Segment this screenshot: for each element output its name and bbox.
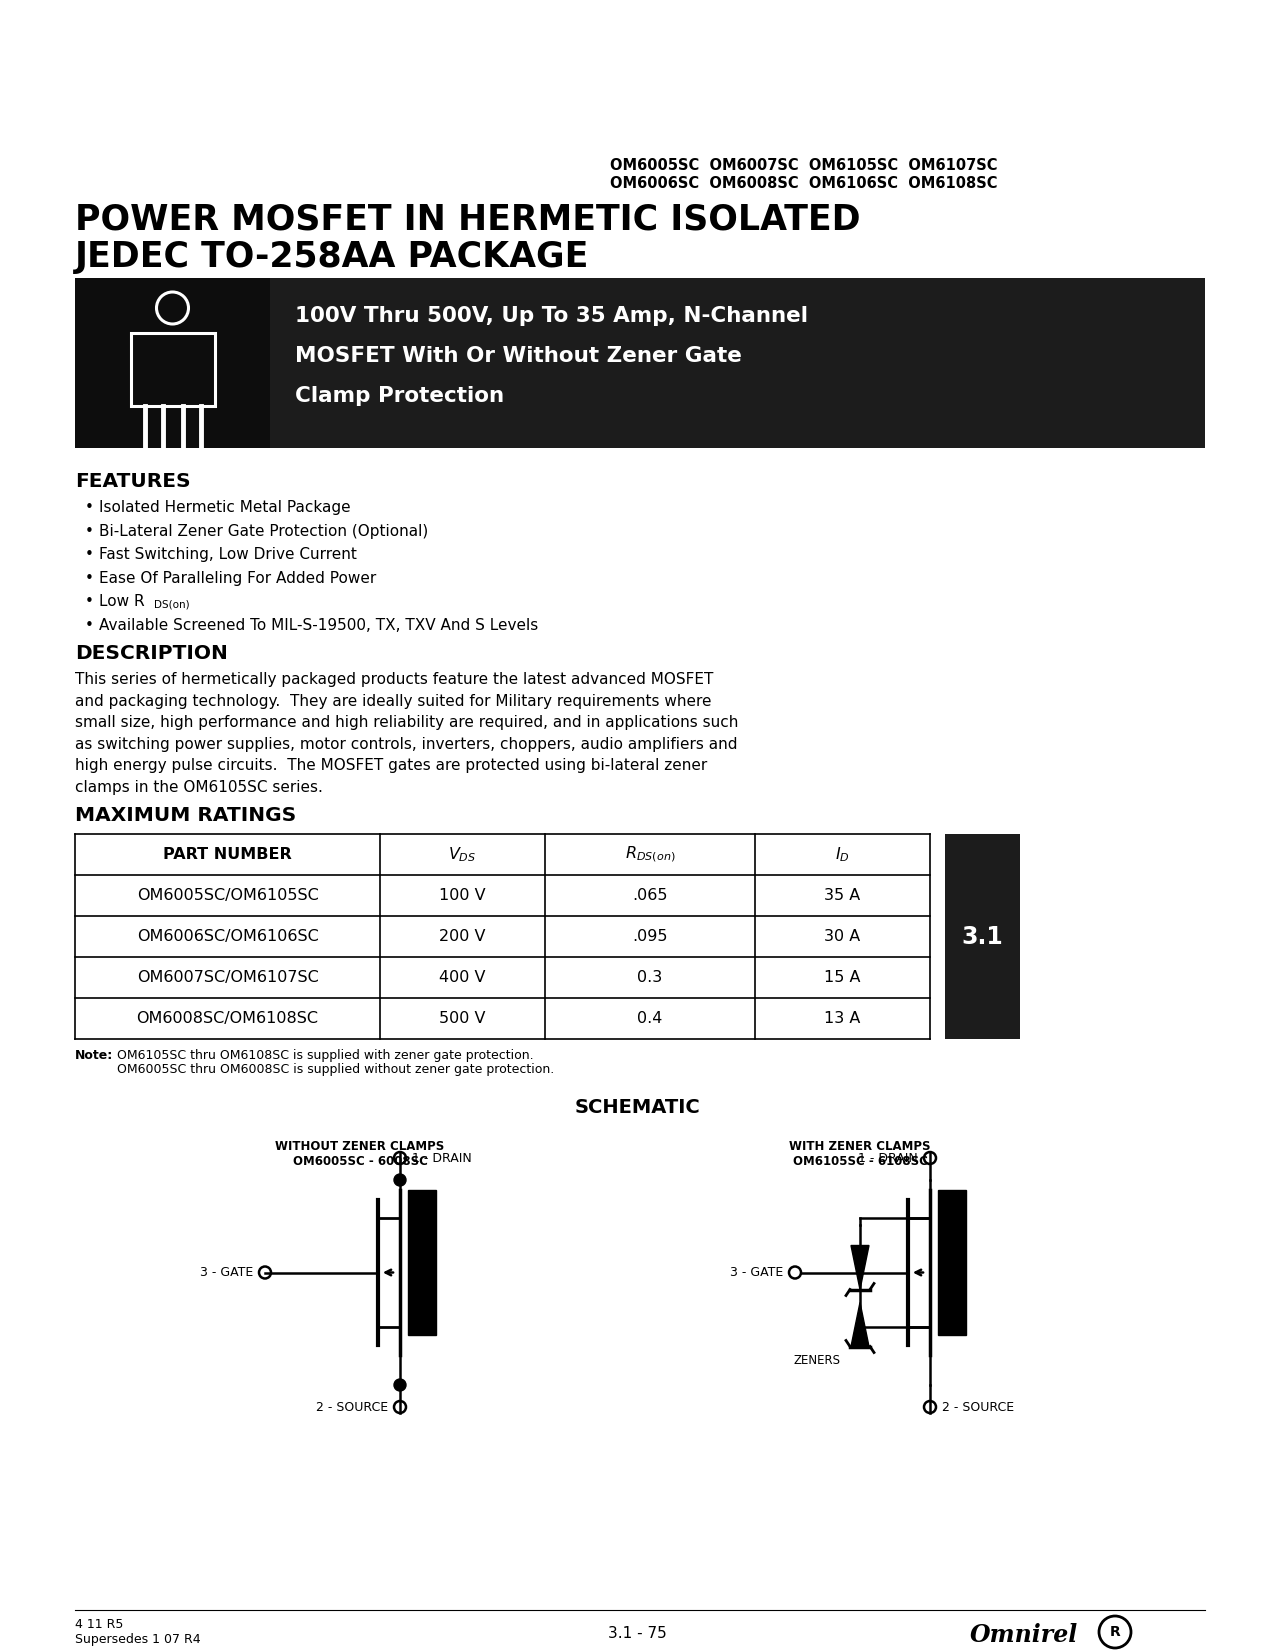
Text: OM6105SC thru OM6108SC is supplied with zener gate protection.: OM6105SC thru OM6108SC is supplied with … bbox=[117, 1048, 534, 1062]
Text: •: • bbox=[85, 594, 94, 609]
Bar bbox=[938, 1190, 966, 1336]
Text: Ease Of Paralleling For Added Power: Ease Of Paralleling For Added Power bbox=[99, 571, 376, 586]
Bar bbox=[408, 1190, 436, 1336]
Text: SCHEMATIC: SCHEMATIC bbox=[575, 1098, 700, 1118]
Text: $I_{D}$: $I_{D}$ bbox=[835, 845, 850, 863]
Text: WITH ZENER CLAMPS: WITH ZENER CLAMPS bbox=[789, 1139, 931, 1152]
Text: 200 V: 200 V bbox=[440, 930, 486, 944]
Text: 3 - GATE: 3 - GATE bbox=[729, 1266, 783, 1280]
Text: 3 - GATE: 3 - GATE bbox=[200, 1266, 252, 1280]
Text: •: • bbox=[85, 617, 94, 632]
Text: 13 A: 13 A bbox=[825, 1010, 861, 1025]
Text: 3.1 - 75: 3.1 - 75 bbox=[608, 1626, 667, 1641]
Text: 400 V: 400 V bbox=[440, 971, 486, 986]
Text: 15 A: 15 A bbox=[824, 971, 861, 986]
Text: Isolated Hermetic Metal Package: Isolated Hermetic Metal Package bbox=[99, 500, 351, 515]
Text: 100 V: 100 V bbox=[439, 888, 486, 903]
Text: Available Screened To MIL-S-19500, TX, TXV And S Levels: Available Screened To MIL-S-19500, TX, T… bbox=[99, 617, 538, 632]
Text: JEDEC TO-258AA PACKAGE: JEDEC TO-258AA PACKAGE bbox=[75, 239, 589, 274]
Bar bbox=[75, 277, 1205, 447]
Text: 2 - SOURCE: 2 - SOURCE bbox=[942, 1400, 1014, 1413]
Text: .065: .065 bbox=[632, 888, 668, 903]
Text: OM6005SC/OM6105SC: OM6005SC/OM6105SC bbox=[136, 888, 319, 903]
Text: DESCRIPTION: DESCRIPTION bbox=[75, 644, 228, 664]
Polygon shape bbox=[850, 1245, 870, 1289]
Text: MAXIMUM RATINGS: MAXIMUM RATINGS bbox=[75, 806, 296, 826]
Text: 30 A: 30 A bbox=[825, 930, 861, 944]
Text: small size, high performance and high reliability are required, and in applicati: small size, high performance and high re… bbox=[75, 715, 738, 730]
Text: •: • bbox=[85, 500, 94, 515]
Text: PART NUMBER: PART NUMBER bbox=[163, 847, 292, 862]
Text: Note:: Note: bbox=[75, 1048, 113, 1062]
Bar bbox=[130, 334, 214, 406]
Text: WITHOUT ZENER CLAMPS: WITHOUT ZENER CLAMPS bbox=[275, 1139, 445, 1152]
Text: OM6007SC/OM6107SC: OM6007SC/OM6107SC bbox=[136, 971, 319, 986]
Text: OM6005SC  OM6007SC  OM6105SC  OM6107SC: OM6005SC OM6007SC OM6105SC OM6107SC bbox=[609, 158, 997, 173]
Text: 500 V: 500 V bbox=[440, 1010, 486, 1025]
Text: $R_{DS(on)}$: $R_{DS(on)}$ bbox=[625, 845, 676, 865]
Bar bbox=[945, 834, 1020, 1038]
Text: 100V Thru 500V, Up To 35 Amp, N-Channel: 100V Thru 500V, Up To 35 Amp, N-Channel bbox=[295, 305, 808, 325]
Text: 3.1: 3.1 bbox=[961, 925, 1003, 949]
Text: DS(on): DS(on) bbox=[154, 599, 190, 609]
Text: 1 - DRAIN: 1 - DRAIN bbox=[412, 1151, 472, 1164]
Text: ZENERS: ZENERS bbox=[793, 1354, 840, 1367]
Text: Bi-Lateral Zener Gate Protection (Optional): Bi-Lateral Zener Gate Protection (Option… bbox=[99, 523, 428, 538]
Text: Supersedes 1 07 R4: Supersedes 1 07 R4 bbox=[75, 1633, 200, 1646]
Text: Fast Switching, Low Drive Current: Fast Switching, Low Drive Current bbox=[99, 546, 357, 561]
Text: OM6006SC  OM6008SC  OM6106SC  OM6108SC: OM6006SC OM6008SC OM6106SC OM6108SC bbox=[609, 177, 997, 192]
Text: •: • bbox=[85, 546, 94, 561]
Text: 0.4: 0.4 bbox=[638, 1010, 663, 1025]
Text: .095: .095 bbox=[632, 930, 668, 944]
Text: 4 11 R5: 4 11 R5 bbox=[75, 1618, 124, 1631]
Text: OM6008SC/OM6108SC: OM6008SC/OM6108SC bbox=[136, 1010, 319, 1025]
Text: R: R bbox=[1109, 1625, 1121, 1639]
Circle shape bbox=[394, 1174, 405, 1185]
Text: 0.3: 0.3 bbox=[638, 971, 663, 986]
Text: POWER MOSFET IN HERMETIC ISOLATED: POWER MOSFET IN HERMETIC ISOLATED bbox=[75, 201, 861, 236]
Text: 35 A: 35 A bbox=[825, 888, 861, 903]
Text: 2 - SOURCE: 2 - SOURCE bbox=[316, 1400, 388, 1413]
Circle shape bbox=[394, 1379, 405, 1392]
Text: Low R: Low R bbox=[99, 594, 144, 609]
Text: Omnirel: Omnirel bbox=[970, 1623, 1079, 1648]
Text: OM6005SC thru OM6008SC is supplied without zener gate protection.: OM6005SC thru OM6008SC is supplied witho… bbox=[117, 1063, 555, 1076]
Polygon shape bbox=[850, 1303, 870, 1347]
Text: OM6105SC - 6108SC: OM6105SC - 6108SC bbox=[793, 1156, 927, 1167]
Text: This series of hermetically packaged products feature the latest advanced MOSFET: This series of hermetically packaged pro… bbox=[75, 672, 714, 687]
Text: MOSFET With Or Without Zener Gate: MOSFET With Or Without Zener Gate bbox=[295, 347, 742, 367]
Text: FEATURES: FEATURES bbox=[75, 472, 191, 490]
Bar bbox=[75, 277, 270, 447]
Text: •: • bbox=[85, 523, 94, 538]
Text: Clamp Protection: Clamp Protection bbox=[295, 386, 504, 406]
Text: clamps in the OM6105SC series.: clamps in the OM6105SC series. bbox=[75, 779, 323, 794]
Text: •: • bbox=[85, 571, 94, 586]
Text: and packaging technology.  They are ideally suited for Military requirements whe: and packaging technology. They are ideal… bbox=[75, 693, 711, 708]
Text: OM6005SC - 6008SC: OM6005SC - 6008SC bbox=[292, 1156, 427, 1167]
Text: 1 - DRAIN: 1 - DRAIN bbox=[858, 1151, 918, 1164]
Text: as switching power supplies, motor controls, inverters, choppers, audio amplifie: as switching power supplies, motor contr… bbox=[75, 736, 737, 751]
Text: OM6006SC/OM6106SC: OM6006SC/OM6106SC bbox=[136, 930, 319, 944]
Text: high energy pulse circuits.  The MOSFET gates are protected using bi-lateral zen: high energy pulse circuits. The MOSFET g… bbox=[75, 758, 708, 773]
Text: $V_{DS}$: $V_{DS}$ bbox=[449, 845, 477, 863]
